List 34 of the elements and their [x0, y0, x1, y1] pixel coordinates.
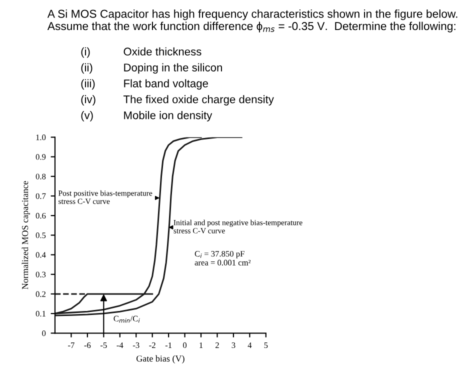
- y-tick-label: 0.3: [36, 272, 46, 278]
- y-tick-label: 0.9: [36, 154, 46, 160]
- x-tick-label: 5: [264, 342, 268, 348]
- y-tick-label: 0.8: [36, 174, 46, 180]
- text: (ii) Doping in the silicon: [81, 63, 222, 74]
- y-tick-label: 0.7: [36, 193, 46, 199]
- annotation: C$_{min}$/C$_{i}$: [114, 316, 140, 323]
- x-tick-label: -2: [149, 342, 156, 348]
- x-tick-label: -4: [116, 342, 124, 348]
- y-tick-label: 0.1: [36, 310, 46, 317]
- text: (i) Oxide thickness: [81, 47, 202, 58]
- text: (v) Mobile ion density: [81, 111, 212, 122]
- chart-title: A Si MOS Capacitor has high frequency characteristics shown in the figure below. Assume that the work function difference ϕ$_{ms}$ = -0.35 V. Determine the following:: [47, 9, 458, 32]
- annotation: C$_{i}$ = 37.850 pF area = 0.001 cm²: [194, 250, 251, 266]
- x-tick-label: 0: [183, 342, 187, 348]
- x-axis-title: Gate bias (V): [136, 355, 184, 364]
- x-tick-label: -3: [132, 342, 140, 348]
- x-tick-label: 2: [216, 342, 219, 348]
- x-tick-label: 3: [232, 342, 236, 348]
- y-axis-title: Normalized MOS capacitance: [22, 181, 30, 290]
- y-tick-label: 0: [42, 330, 46, 336]
- y-tick-label: 0.4: [36, 252, 46, 258]
- y-tick-label: 0.6: [36, 212, 46, 219]
- x-tick-label: -7: [68, 342, 74, 348]
- y-tick-label: 1.0: [36, 134, 46, 140]
- x-tick-label: -1: [165, 342, 172, 348]
- text: (iv) The fixed oxide charge density: [81, 95, 274, 106]
- y-tick-label: 0.5: [36, 232, 46, 238]
- x-tick-label: -6: [84, 342, 91, 348]
- x-tick-label: 1: [200, 342, 203, 348]
- y-tick-label: 0.2: [36, 291, 46, 297]
- text: (iii) Flat band voltage: [81, 79, 208, 90]
- x-tick-label: 4: [248, 342, 252, 348]
- x-tick-label: -5: [100, 342, 107, 348]
